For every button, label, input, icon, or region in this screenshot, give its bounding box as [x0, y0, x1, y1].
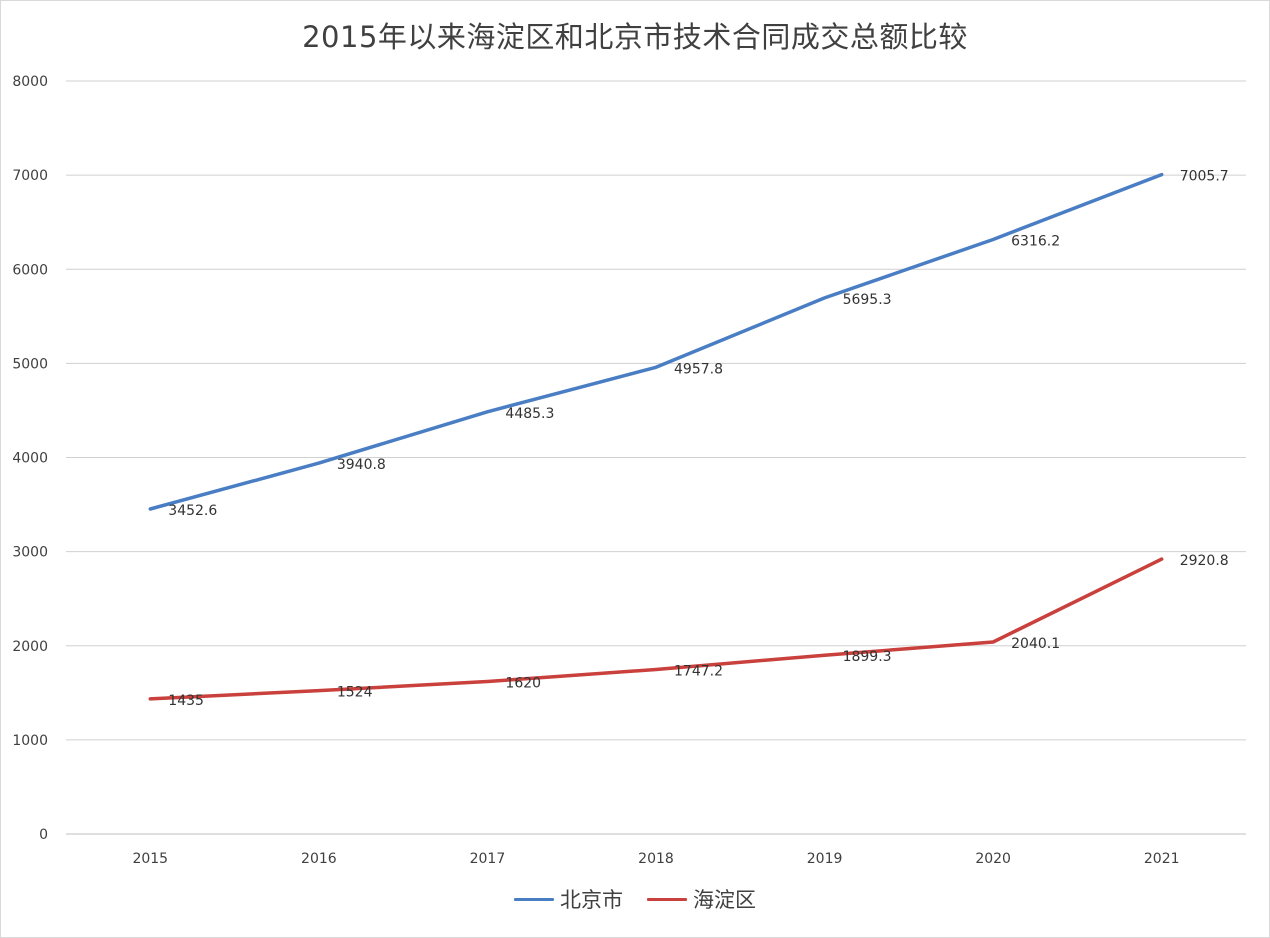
y-tick-label: 6000 [12, 262, 48, 278]
x-tick-label: 2020 [975, 851, 1011, 867]
x-axis-ticks: 2015 2016 2017 2018 2019 2020 2021 [132, 851, 1179, 867]
legend-label-beijing: 北京市 [560, 888, 623, 912]
data-label: 4485.3 [505, 406, 554, 422]
data-label: 3940.8 [337, 457, 386, 473]
legend-label-haidian: 海淀区 [693, 888, 756, 912]
legend: 北京市 海淀区 [0, 884, 1270, 914]
data-labels: 3452.6 3940.8 4485.3 4957.8 5695.3 6316.2 7005… [168, 169, 1228, 709]
data-label: 2920.8 [1180, 553, 1229, 569]
legend-item-haidian: 海淀区 [647, 884, 756, 914]
data-label: 1747.2 [674, 664, 723, 680]
series-line-1 [148, 557, 1164, 701]
data-label: 7005.7 [1180, 169, 1229, 185]
x-tick-label: 2017 [470, 851, 506, 867]
data-label: 3452.6 [168, 503, 217, 519]
data-label: 1524 [337, 685, 373, 701]
y-tick-label: 1000 [12, 733, 48, 749]
series-layer [148, 172, 1164, 701]
series-line-0 [148, 172, 1164, 511]
x-tick-label: 2016 [301, 851, 337, 867]
y-tick-label: 3000 [12, 545, 48, 561]
y-tick-label: 8000 [12, 74, 48, 90]
x-tick-label: 2015 [132, 851, 168, 867]
y-tick-label: 0 [39, 827, 48, 843]
data-label: 1620 [505, 676, 541, 692]
y-tick-label: 2000 [12, 639, 48, 655]
y-axis-ticks: 0 1000 2000 3000 4000 5000 6000 7000 8000 [12, 74, 48, 843]
data-label: 1899.3 [843, 649, 892, 665]
data-label: 5695.3 [843, 292, 892, 308]
x-tick-label: 2021 [1144, 851, 1180, 867]
y-tick-label: 7000 [12, 168, 48, 184]
y-tick-label: 4000 [12, 451, 48, 467]
y-tick-label: 5000 [12, 356, 48, 372]
x-tick-label: 2018 [638, 851, 674, 867]
data-label: 6316.2 [1011, 233, 1060, 249]
data-label: 2040.1 [1011, 636, 1060, 652]
gridlines [66, 80, 1246, 835]
legend-item-beijing: 北京市 [514, 884, 623, 914]
chart-title: 2015年以来海淀区和北京市技术合同成交总额比较 [302, 20, 968, 54]
legend-swatch-beijing [514, 897, 554, 901]
data-label: 1435 [168, 693, 204, 709]
legend-swatch-haidian [647, 897, 687, 901]
data-label: 4957.8 [674, 361, 723, 377]
x-tick-label: 2019 [807, 851, 843, 867]
